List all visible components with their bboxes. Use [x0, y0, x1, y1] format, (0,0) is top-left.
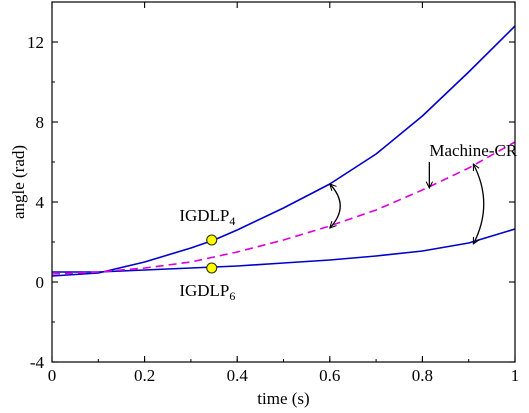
x-tick-label: 0.2 — [134, 366, 155, 385]
y-tick-label: 0 — [36, 273, 45, 292]
data-marker-1 — [206, 234, 218, 246]
annotation-arrows — [330, 162, 485, 244]
annotation-subscript: 6 — [229, 289, 235, 303]
series-group — [51, 25, 516, 277]
y-tick-label: 4 — [36, 193, 45, 212]
x-axis-label: time (s) — [257, 389, 309, 408]
curved-arrow-1 — [330, 184, 341, 228]
plot-area — [52, 2, 515, 362]
annotation-label-1: IGDLP4 — [179, 206, 235, 228]
x-tick-label: 0.4 — [227, 366, 249, 385]
series-line-1 — [51, 25, 516, 277]
marker-group — [206, 234, 218, 274]
series-line-2 — [52, 228, 516, 273]
annotation-label-3: Machine-CR — [429, 141, 517, 160]
series-line-3 — [51, 141, 516, 275]
y-tick-label: 8 — [36, 113, 45, 132]
plot-background — [52, 2, 515, 362]
x-tick-label: 0.6 — [319, 366, 340, 385]
x-tick-label: 1 — [511, 366, 520, 385]
annotation-label-2: IGDLP6 — [179, 281, 235, 303]
data-marker-2 — [206, 262, 218, 274]
x-tick-label: 0 — [48, 366, 57, 385]
y-tick-label: -4 — [30, 353, 45, 372]
y-tick-label: 12 — [27, 33, 44, 52]
y-axis-label: angle (rad) — [9, 145, 28, 219]
annotation-base: Machine-CR — [429, 141, 517, 160]
curved-arrow-2 — [472, 164, 485, 244]
x-tick-label: 0.8 — [412, 366, 433, 385]
annotation-subscript: 4 — [229, 214, 235, 228]
annotation-base: IGDLP — [179, 206, 229, 225]
annotation-base: IGDLP — [179, 281, 229, 300]
